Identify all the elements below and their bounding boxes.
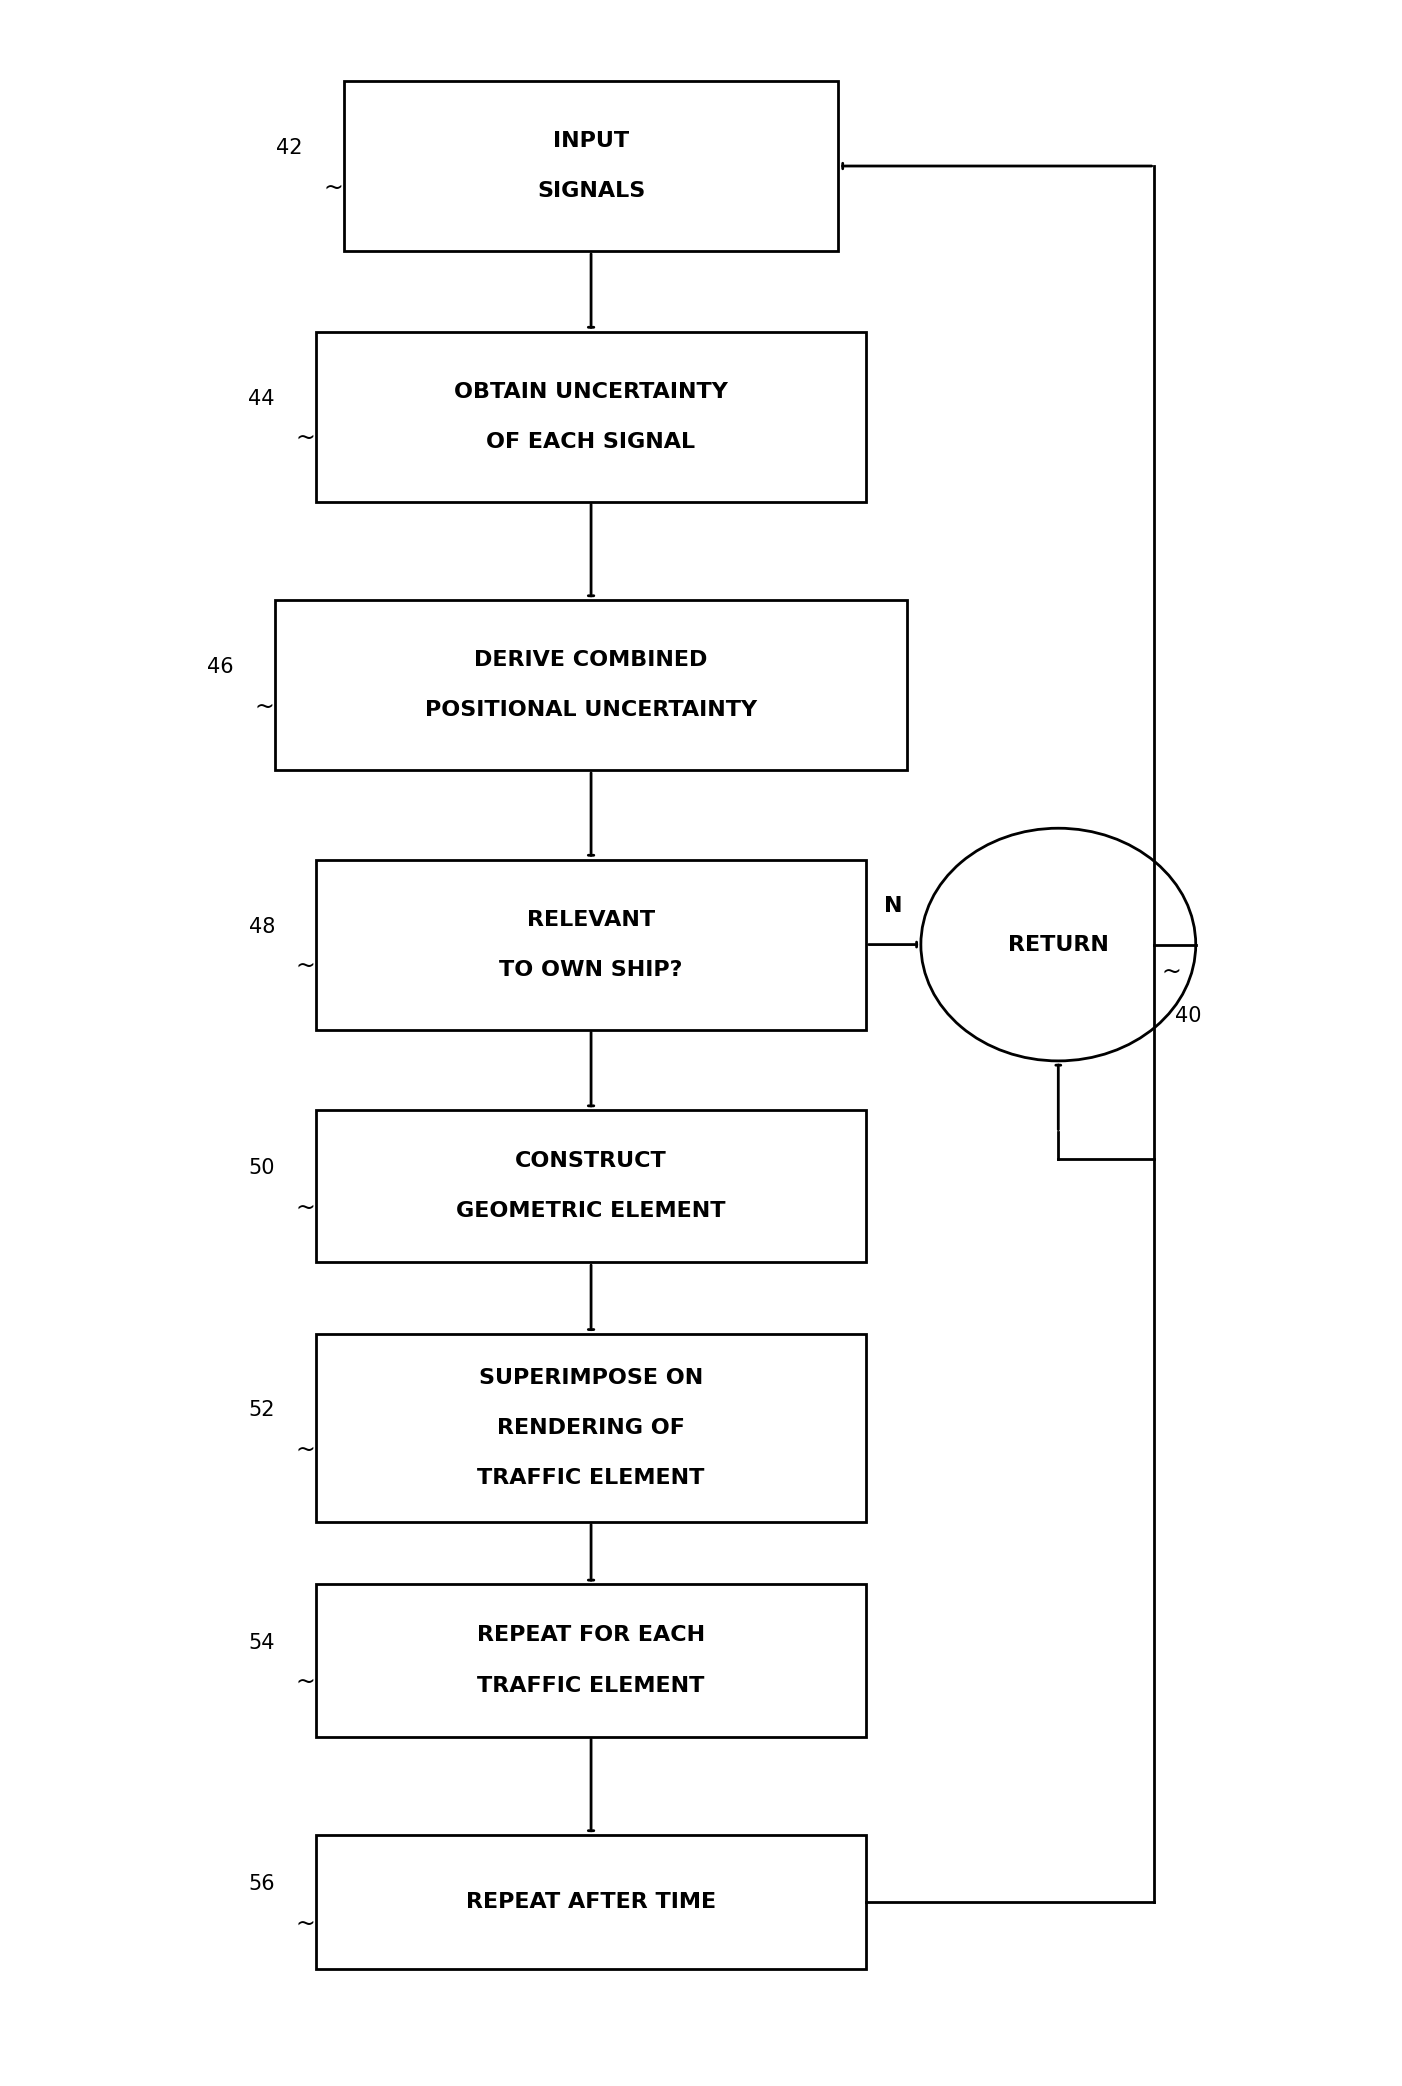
Text: OBTAIN UNCERTAINTY: OBTAIN UNCERTAINTY bbox=[454, 382, 728, 401]
Text: DERIVE COMBINED: DERIVE COMBINED bbox=[474, 651, 708, 670]
Text: OF EACH SIGNAL: OF EACH SIGNAL bbox=[486, 432, 695, 453]
Text: SUPERIMPOSE ON: SUPERIMPOSE ON bbox=[479, 1368, 704, 1387]
Text: SIGNALS: SIGNALS bbox=[537, 181, 645, 200]
Text: 54: 54 bbox=[248, 1633, 275, 1652]
Text: N: N bbox=[885, 895, 903, 916]
Text: ~: ~ bbox=[322, 175, 343, 200]
Text: 46: 46 bbox=[207, 657, 234, 678]
Text: ~: ~ bbox=[296, 953, 315, 978]
Text: TRAFFIC ELEMENT: TRAFFIC ELEMENT bbox=[477, 1675, 705, 1696]
Text: 56: 56 bbox=[248, 1873, 275, 1894]
Text: TO OWN SHIP?: TO OWN SHIP? bbox=[499, 960, 683, 980]
Text: 52: 52 bbox=[248, 1400, 275, 1421]
Text: ~: ~ bbox=[296, 1911, 315, 1936]
Text: POSITIONAL UNCERTAINTY: POSITIONAL UNCERTAINTY bbox=[425, 701, 757, 720]
Text: 50: 50 bbox=[248, 1158, 275, 1179]
Text: 40: 40 bbox=[1175, 1005, 1202, 1026]
Bar bbox=[317, 1110, 866, 1262]
Text: ~: ~ bbox=[1161, 960, 1182, 983]
Text: ~: ~ bbox=[254, 695, 275, 718]
Text: REPEAT AFTER TIME: REPEAT AFTER TIME bbox=[465, 1892, 716, 1913]
Text: ~: ~ bbox=[296, 1195, 315, 1220]
Bar bbox=[317, 1333, 866, 1523]
Text: GEOMETRIC ELEMENT: GEOMETRIC ELEMENT bbox=[456, 1202, 726, 1220]
Text: RELEVANT: RELEVANT bbox=[527, 909, 655, 930]
Bar bbox=[343, 81, 838, 250]
Text: ~: ~ bbox=[296, 426, 315, 451]
Ellipse shape bbox=[921, 828, 1196, 1062]
Text: 42: 42 bbox=[276, 138, 303, 159]
Text: INPUT: INPUT bbox=[552, 131, 629, 150]
Bar bbox=[275, 601, 907, 770]
Text: CONSTRUCT: CONSTRUCT bbox=[515, 1151, 667, 1170]
Text: ~: ~ bbox=[296, 1671, 315, 1694]
Bar bbox=[317, 1585, 866, 1736]
Text: REPEAT FOR EACH: REPEAT FOR EACH bbox=[477, 1625, 705, 1646]
Bar bbox=[317, 332, 866, 501]
Text: 44: 44 bbox=[248, 388, 275, 409]
Text: RENDERING OF: RENDERING OF bbox=[498, 1418, 686, 1437]
Bar bbox=[317, 1836, 866, 1969]
Bar bbox=[317, 859, 866, 1030]
Text: RETURN: RETURN bbox=[1008, 935, 1109, 955]
Text: ~: ~ bbox=[296, 1437, 315, 1462]
Text: TRAFFIC ELEMENT: TRAFFIC ELEMENT bbox=[477, 1469, 705, 1487]
Text: 48: 48 bbox=[248, 916, 275, 937]
